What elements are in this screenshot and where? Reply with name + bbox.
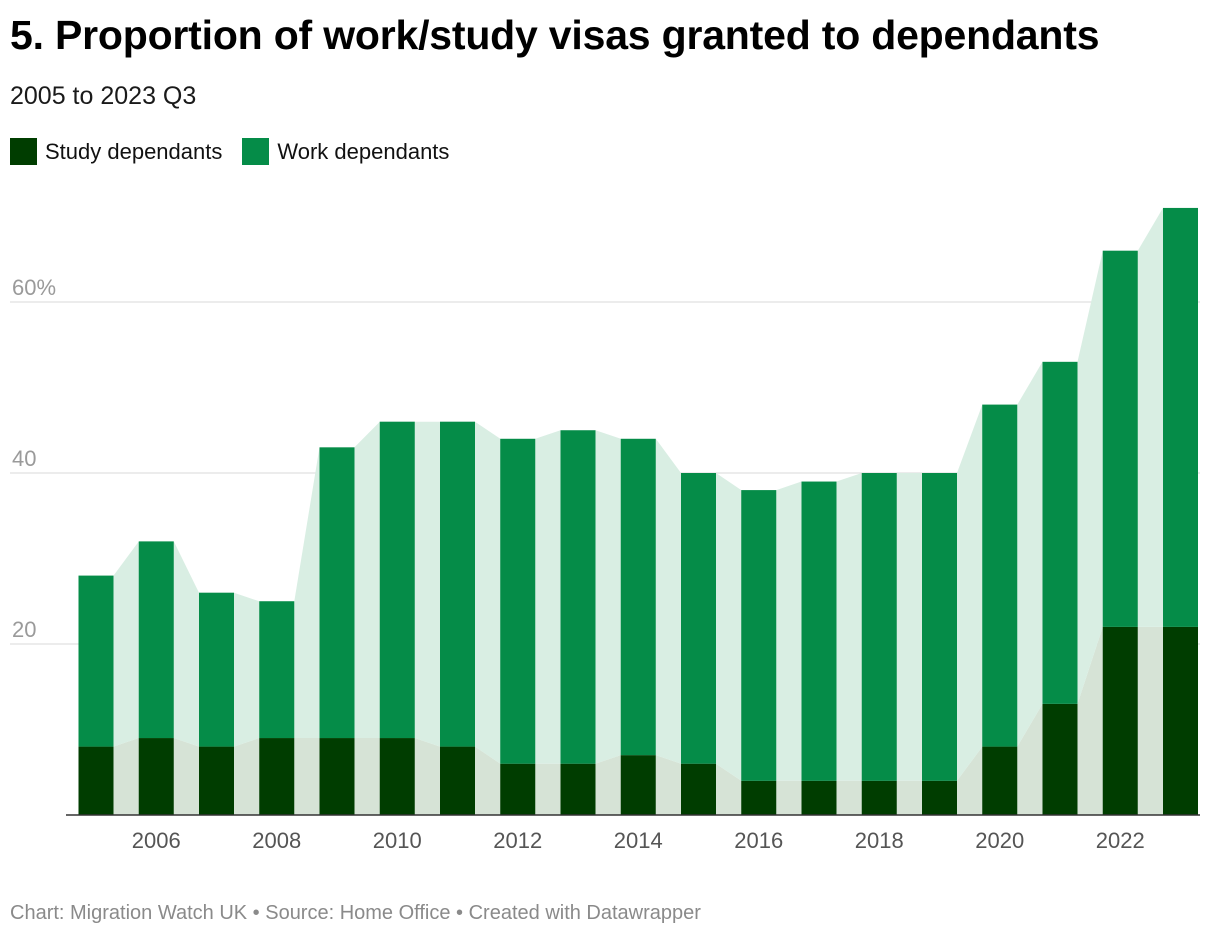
y-tick-label-60: 60% [12,275,56,300]
bar-study-2009 [319,738,355,815]
y-tick-label-20: 20 [12,617,36,642]
study-band [78,626,1198,815]
y-tick-label-40: 40 [12,446,36,471]
bar-work-2016 [741,490,777,781]
chart-footer: Chart: Migration Watch UK • Source: Home… [10,902,701,924]
bar-study-2008 [259,738,295,815]
bar-work-2020 [982,404,1018,747]
x-tick-label-2016: 2016 [734,828,783,853]
bar-study-2021 [1042,703,1078,815]
legend-label-study: Study dependants [45,138,223,164]
bar-work-2014 [620,438,656,756]
x-tick-label-2020: 2020 [975,828,1024,853]
bar-study-2019 [922,780,957,815]
legend-swatch-work [242,138,270,165]
bar-work-2008 [259,601,295,739]
bar-study-2007 [199,746,234,815]
bar-work-2012 [500,438,536,764]
bar-work-2021 [1042,361,1078,704]
label-layer: 20 40 60% 2006 2008 2010 2012 2014 2016 2018 2020 2… [12,275,1145,853]
bar-work-2009 [319,447,355,739]
bar-layer [78,207,1198,815]
bar-study-2013 [560,763,596,815]
bar-work-2019 [922,473,957,781]
bar-work-2006 [138,541,174,739]
bar-study-2017 [801,780,837,815]
bar-work-2015 [681,473,716,764]
bar-study-2015 [681,763,716,815]
bar-study-2006 [138,738,174,815]
bar-work-2010 [379,421,415,739]
legend-label-work: Work dependants [277,138,450,164]
bar-study-2020 [982,746,1018,815]
bar-work-2005 [78,575,114,747]
bar-study-2018 [861,780,897,815]
bar-study-2023 [1163,626,1198,815]
x-tick-label-2012: 2012 [493,828,542,853]
x-tick-label-2018: 2018 [855,828,904,853]
bar-work-2011 [440,421,475,747]
bar-study-2022 [1102,626,1138,815]
bar-work-2023 [1163,207,1198,627]
x-tick-label-2006: 2006 [132,828,181,853]
bar-work-2022 [1102,250,1138,627]
x-tick-label-2022: 2022 [1096,828,1145,853]
chart-subtitle: 2005 to 2023 Q3 [10,82,197,110]
bar-study-2011 [440,746,475,815]
x-tick-label-2008: 2008 [252,828,301,853]
bar-study-2012 [500,763,536,815]
bar-work-2007 [199,592,234,747]
legend-item-study: Study dependants [10,138,222,165]
chart-title: 5. Proportion of work/study visas grante… [10,12,1100,58]
legend-item-work: Work dependants [242,138,449,165]
bar-study-2014 [620,755,656,815]
legend: Study dependants Work dependants [10,138,469,165]
x-tick-label-2014: 2014 [614,828,663,853]
bar-work-2013 [560,430,596,764]
bar-study-2005 [78,746,114,815]
legend-swatch-study [10,138,37,165]
bar-work-2018 [861,473,897,781]
x-tick-label-2010: 2010 [373,828,422,853]
bar-work-2017 [801,481,837,781]
bar-study-2010 [379,738,415,815]
bar-study-2016 [741,780,777,815]
